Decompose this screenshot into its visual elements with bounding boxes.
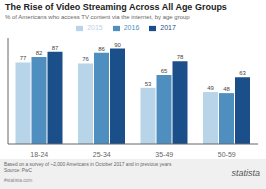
svg-text:90: 90 [114, 42, 121, 48]
html-text:The Rise of Video Streaming Ac: The Rise of Video Streaming Across All A… [5, 2, 227, 12]
svg-text:35-49: 35-49 [155, 151, 173, 158]
svg-text:76: 76 [82, 56, 89, 62]
svg-text:50-59: 50-59 [218, 151, 236, 158]
html-text:2015: 2015 [87, 24, 103, 31]
svg-text:48: 48 [223, 86, 230, 92]
html-text:statista: statista [231, 168, 260, 178]
svg-text:82: 82 [36, 50, 43, 56]
svg-text:18-24: 18-24 [30, 151, 48, 158]
html-text:2016: 2016 [123, 24, 140, 31]
html-text:% of Americans who access TV c: % of Americans who access TV content via… [5, 14, 190, 20]
html-text:Source: PwC: Source: PwC [4, 168, 32, 173]
svg-text:53: 53 [145, 81, 152, 87]
svg-text:65: 65 [161, 68, 168, 74]
svg-text:63: 63 [239, 70, 246, 76]
svg-text:86: 86 [98, 46, 105, 52]
html-text:Based on a survey of ~2,000 Am: Based on a survey of ~2,000 Americans in… [4, 162, 172, 167]
html-text:2017: 2017 [160, 24, 176, 31]
html-text:#statista.com: #statista.com [4, 178, 33, 183]
svg-text:25-34: 25-34 [93, 151, 111, 158]
svg-text:49: 49 [207, 85, 214, 91]
svg-text:87: 87 [52, 45, 59, 51]
svg-text:78: 78 [177, 54, 184, 60]
svg-text:77: 77 [20, 55, 27, 61]
